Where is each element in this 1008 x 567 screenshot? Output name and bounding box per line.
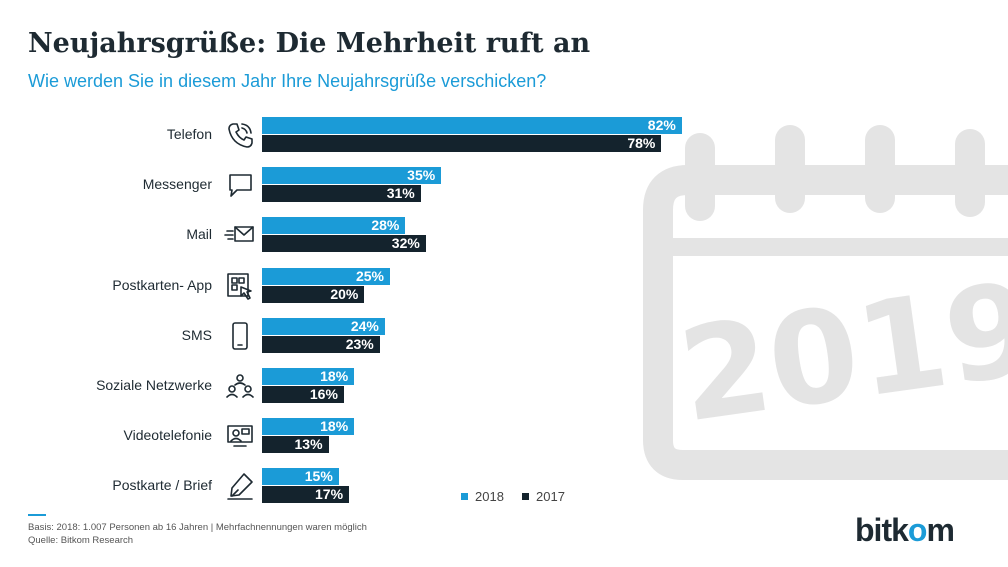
logo-text-end: m xyxy=(926,512,954,548)
calendar-year-text: 2019 xyxy=(671,254,1008,451)
data-label-2018-sms: 24% xyxy=(350,317,379,334)
network-icon xyxy=(224,370,256,402)
data-label-2018-mail: 28% xyxy=(371,217,400,234)
data-label-2018-videotelefonie: 18% xyxy=(320,418,349,435)
data-label-2017-soziale-netzwerke: 16% xyxy=(309,386,338,402)
page-title: Neujahrsgrüße: Die Mehrheit ruft an xyxy=(28,28,591,59)
data-label-2017-mail: 32% xyxy=(391,235,420,252)
data-label-2018-telefon: 82% xyxy=(647,117,676,133)
legend-label-2018: 2018 xyxy=(475,489,504,504)
bar-2017-postkarten-app: 20% xyxy=(262,285,365,303)
bar-2017-messenger: 31% xyxy=(262,185,421,203)
bar-2018-postkarte-brief: 15% xyxy=(262,468,339,486)
bar-2018-soziale-netzwerke: 18% xyxy=(262,368,355,385)
bar-2018-postkarten-app: 25% xyxy=(262,267,390,285)
page-subtitle: Wie werden Sie in diesem Jahr Ihre Neuja… xyxy=(28,71,547,91)
data-label-2017-postkarten-app: 20% xyxy=(330,285,359,302)
category-label-videotelefonie: Videotelefonie xyxy=(123,427,212,444)
envelope-icon xyxy=(224,219,256,251)
category-label-sms: SMS xyxy=(181,326,212,343)
bar-2018-mail: 28% xyxy=(262,217,406,235)
speech-bubble-icon xyxy=(224,169,256,201)
logo-text-accent: o xyxy=(907,512,928,548)
legend-item-2017: 2017 xyxy=(522,489,565,504)
data-label-2017-telefon: 78% xyxy=(627,135,656,151)
bar-2018-messenger: 35% xyxy=(262,167,442,185)
legend-swatch-2017 xyxy=(522,493,529,501)
data-label-2018-postkarten-app: 25% xyxy=(355,267,384,284)
calendar-2019-icon: 2019 xyxy=(643,125,1008,480)
category-label-soziale-netzwerke: Soziale Netzwerke xyxy=(96,377,212,393)
phone-icon xyxy=(224,119,256,151)
bar-2018-telefon: 82% xyxy=(262,117,682,134)
category-label-mail: Mail xyxy=(186,226,212,243)
postcard-app-icon xyxy=(224,270,256,302)
bar-2018-videotelefonie: 18% xyxy=(262,418,355,436)
bar-2017-sms: 23% xyxy=(262,335,380,353)
category-label-postkarte-brief: Postkarte / Brief xyxy=(112,477,212,494)
category-label-postkarten-app: Postkarten- App xyxy=(112,276,212,293)
footer-source: Quelle: Bitkom Research xyxy=(28,535,134,546)
legend-swatch-2018 xyxy=(461,493,468,501)
data-label-2018-soziale-netzwerke: 18% xyxy=(320,368,349,384)
footer-rule xyxy=(28,514,46,516)
data-label-2017-postkarte-brief: 17% xyxy=(315,486,344,503)
data-label-2018-postkarte-brief: 15% xyxy=(304,468,333,485)
data-label-2018-messenger: 35% xyxy=(407,167,436,184)
bar-2018-sms: 24% xyxy=(262,317,385,335)
logo-text-start: bitk xyxy=(855,512,909,548)
bar-2017-mail: 32% xyxy=(262,235,426,253)
bar-2017-soziale-netzwerke: 16% xyxy=(262,386,344,403)
bitkom-logo: bitkom xyxy=(855,512,955,549)
bar-2017-telefon: 78% xyxy=(262,135,662,152)
data-label-2017-videotelefonie: 13% xyxy=(294,436,323,453)
pen-icon xyxy=(224,470,256,502)
data-label-2017-sms: 23% xyxy=(345,335,374,352)
data-label-2017-messenger: 31% xyxy=(386,185,415,202)
bar-2017-postkarte-brief: 17% xyxy=(262,486,350,504)
legend-label-2017: 2017 xyxy=(536,489,565,504)
footer-basis: Basis: 2018: 1.007 Personen ab 16 Jahren… xyxy=(28,522,367,533)
category-label-telefon: Telefon xyxy=(166,126,212,142)
smartphone-icon xyxy=(224,320,256,352)
bar-2017-videotelefonie: 13% xyxy=(262,436,329,454)
video-call-icon xyxy=(224,420,256,452)
category-label-messenger: Messenger xyxy=(142,176,212,193)
legend-item-2018: 2018 xyxy=(461,489,504,504)
